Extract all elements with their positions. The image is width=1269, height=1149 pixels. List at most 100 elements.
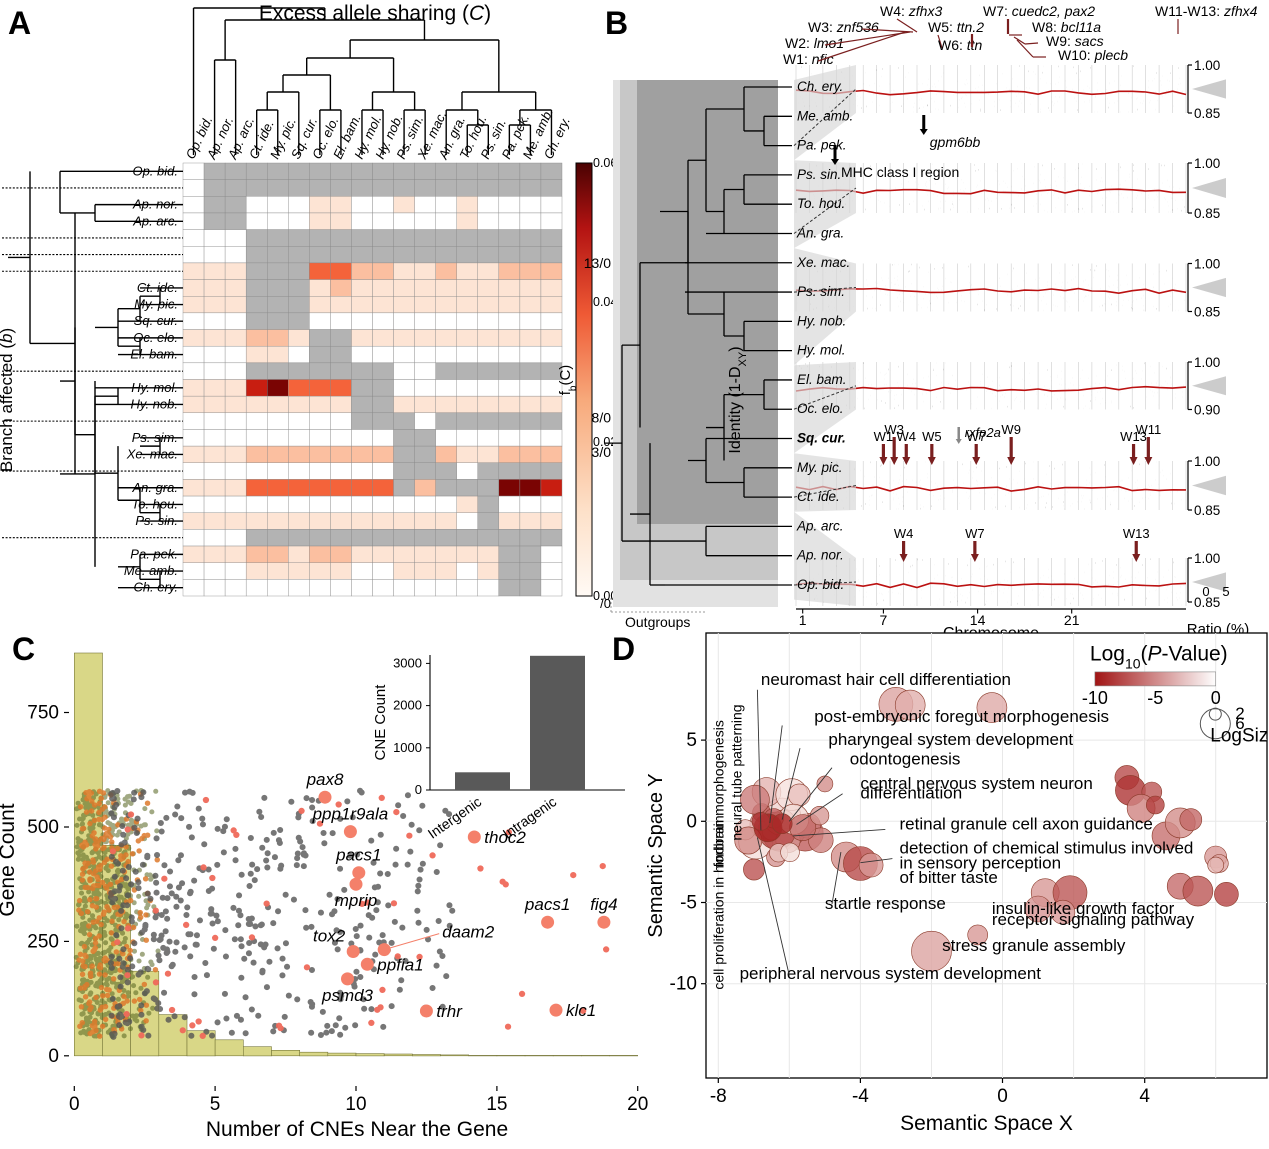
- svg-text:500: 500: [27, 817, 59, 838]
- svg-text:My. pic.: My. pic.: [134, 297, 178, 312]
- svg-text:To. hou.: To. hou.: [131, 496, 178, 511]
- svg-text:-8: -8: [710, 1086, 727, 1107]
- svg-text:Ch. ery.: Ch. ery.: [797, 79, 843, 94]
- svg-text:W9: W9: [1001, 422, 1021, 437]
- svg-text:2000: 2000: [393, 698, 422, 713]
- svg-text:W7: cuedc2, pax2: W7: cuedc2, pax2: [983, 3, 1095, 19]
- svg-text:4: 4: [1139, 1086, 1150, 1107]
- svg-text:mprip: mprip: [335, 891, 378, 910]
- svg-text:An. gra.: An. gra.: [131, 480, 178, 495]
- svg-text:0: 0: [997, 1086, 1008, 1107]
- svg-text:W11: W11: [1135, 422, 1161, 437]
- svg-text:Ps. sin.: Ps. sin.: [135, 513, 178, 528]
- svg-text:Gene Count: Gene Count: [0, 803, 19, 916]
- svg-text:cell proliferation in hindbrai: cell proliferation in hindbrain: [711, 815, 727, 989]
- svg-text:Ap. arc.: Ap. arc.: [132, 213, 178, 228]
- svg-text:To. hou.: To. hou.: [797, 196, 845, 211]
- svg-text:peripheral nervous system deve: peripheral nervous system development: [740, 964, 1042, 983]
- svg-text:Ap. nor.: Ap. nor.: [796, 548, 844, 563]
- svg-text:gpm6bb: gpm6bb: [930, 134, 981, 150]
- svg-text:13/0: 13/0: [584, 255, 611, 271]
- svg-text:5: 5: [686, 730, 697, 751]
- svg-text:Oc. elo.: Oc. elo.: [797, 401, 844, 416]
- svg-text:differentiation: differentiation: [860, 784, 962, 803]
- svg-text:neural tube patterning: neural tube patterning: [728, 704, 744, 840]
- svg-text:My. pic.: My. pic.: [797, 460, 843, 475]
- svg-text:El. bam.: El. bam.: [130, 347, 178, 362]
- svg-text:8/0: 8/0: [592, 410, 612, 426]
- svg-text:21: 21: [1064, 612, 1080, 628]
- svg-text:Branch affected (b): Branch affected (b): [0, 328, 16, 472]
- svg-text:750: 750: [27, 703, 59, 724]
- svg-text:250: 250: [27, 931, 59, 952]
- svg-text:1.00: 1.00: [1194, 257, 1220, 272]
- svg-text:Me. amb.: Me. amb.: [797, 108, 853, 123]
- svg-text:W4: W4: [897, 429, 917, 444]
- svg-text:-10: -10: [670, 974, 697, 995]
- svg-text:post-embryonic foregut morphog: post-embryonic foregut morphogenesis: [814, 707, 1109, 726]
- svg-text:pharyngeal system development: pharyngeal system development: [828, 730, 1073, 749]
- svg-text:neuromast hair cell differenti: neuromast hair cell differentiation: [761, 670, 1011, 689]
- svg-text:daam2: daam2: [442, 923, 495, 942]
- svg-text:0: 0: [686, 811, 697, 832]
- svg-text:Op. bid.: Op. bid.: [132, 163, 178, 178]
- svg-text:Ps. sin.: Ps. sin.: [797, 167, 841, 182]
- svg-text:ppfia1: ppfia1: [376, 955, 423, 974]
- svg-text:W5: ttn.2: W5: ttn.2: [928, 19, 984, 35]
- svg-text:Oc. elo.: Oc. elo.: [133, 330, 178, 345]
- svg-text:W4: W4: [894, 526, 914, 541]
- svg-text:An. gra.: An. gra.: [796, 225, 844, 240]
- svg-text:LogSize: LogSize: [1210, 726, 1269, 747]
- svg-text:Semantic Space X: Semantic Space X: [900, 1112, 1073, 1135]
- svg-text:1.00: 1.00: [1194, 355, 1220, 370]
- svg-text:W10: plecb: W10: plecb: [1058, 47, 1128, 63]
- svg-text:tox2: tox2: [313, 927, 346, 946]
- svg-text:ppp1r9ala: ppp1r9ala: [312, 805, 389, 824]
- svg-text:Sq. cur.: Sq. cur.: [797, 431, 846, 446]
- svg-text:psmd3: psmd3: [321, 986, 374, 1005]
- svg-text:20: 20: [627, 1094, 648, 1115]
- svg-text:10: 10: [345, 1094, 366, 1115]
- svg-text:0: 0: [1211, 688, 1221, 708]
- svg-text:W4: zfhx3: W4: zfhx3: [880, 3, 942, 19]
- svg-text:Ps. sim.: Ps. sim.: [797, 284, 845, 299]
- svg-text:CNE Count: CNE Count: [372, 684, 389, 761]
- svg-text:C: C: [12, 631, 35, 667]
- svg-text:B: B: [605, 5, 628, 41]
- svg-text:1.00: 1.00: [1194, 454, 1220, 469]
- svg-text:Pa. pek.: Pa. pek.: [797, 138, 847, 153]
- svg-text:Sq. cur.: Sq. cur.: [134, 313, 178, 328]
- svg-text:1.00: 1.00: [1194, 551, 1220, 566]
- svg-text:1: 1: [799, 612, 807, 628]
- svg-text:0: 0: [69, 1094, 80, 1115]
- svg-text:7: 7: [880, 612, 888, 628]
- svg-text:-5: -5: [1147, 688, 1163, 708]
- svg-text:Xe. mac.: Xe. mac.: [796, 255, 850, 270]
- svg-text:D: D: [612, 631, 635, 667]
- svg-text:retinal granule cell axon guid: retinal granule cell axon guidance: [900, 814, 1153, 833]
- svg-text:Ct. ide.: Ct. ide.: [797, 489, 840, 504]
- svg-text:0.85: 0.85: [1194, 106, 1220, 121]
- svg-text:Hy. mol.: Hy. mol.: [131, 380, 178, 395]
- svg-text:-4: -4: [852, 1086, 869, 1107]
- svg-text:of bitter taste: of bitter taste: [900, 868, 998, 887]
- svg-text:Hy. nob.: Hy. nob.: [797, 313, 846, 328]
- svg-text:pacs1: pacs1: [524, 895, 570, 914]
- svg-text:receptor signaling pathway: receptor signaling pathway: [992, 910, 1195, 929]
- svg-text:MHC class I region: MHC class I region: [841, 164, 959, 180]
- svg-text:Number of CNEs Near the Gene: Number of CNEs Near the Gene: [206, 1118, 508, 1141]
- svg-text:Ch. ery.: Ch. ery.: [133, 580, 178, 595]
- svg-text:5: 5: [1222, 584, 1229, 599]
- svg-text:Hy. mol.: Hy. mol.: [797, 343, 846, 358]
- svg-text:-10: -10: [1082, 688, 1108, 708]
- svg-text:/0: /0: [600, 596, 611, 611]
- svg-text:W5: W5: [922, 429, 942, 444]
- svg-text:1000: 1000: [393, 740, 422, 755]
- svg-text:0.85: 0.85: [1194, 305, 1220, 320]
- svg-text:Op. bid.: Op. bid.: [797, 577, 844, 592]
- svg-text:Ps. sim.: Ps. sim.: [132, 430, 178, 445]
- svg-text:W11-W13: zfhx4: W11-W13: zfhx4: [1155, 3, 1258, 19]
- svg-text:W3: znf536: W3: znf536: [808, 19, 879, 35]
- svg-text:Ap. arc.: Ap. arc.: [796, 518, 844, 533]
- svg-text:Xe. mac.: Xe. mac.: [126, 446, 178, 461]
